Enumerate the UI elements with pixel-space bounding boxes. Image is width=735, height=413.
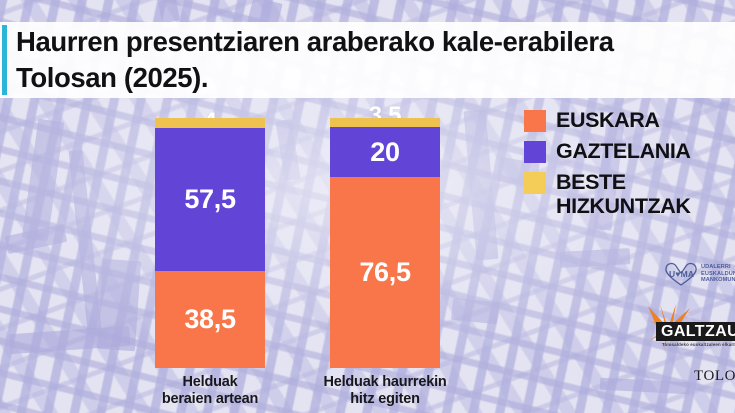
bar2-gaztelania-value: 20 xyxy=(370,136,400,167)
bar2-stack: 20 76,5 xyxy=(330,118,440,368)
legend-swatch-euskara-icon xyxy=(524,110,546,132)
legend-item-beste-hizkuntzak: BESTE HIZKUNTZAK xyxy=(524,170,734,218)
bar1-segment-euskara: 38,5 xyxy=(155,271,265,368)
chart-legend: EUSKARA GAZTELANIA BESTE HIZKUNTZAK xyxy=(524,108,734,225)
bar1-gaztelania-value: 57,5 xyxy=(184,184,236,214)
legend-item-gaztelania: GAZTELANIA xyxy=(524,139,734,163)
bar2-segment-beste xyxy=(330,118,440,127)
bar-group-helduak-haurrekin-hitz-egiten: 3,5 20 76,5 Helduak haurrekin hitz egite… xyxy=(323,104,446,408)
legend-item-euskara: EUSKARA xyxy=(524,108,734,132)
bar1-euskara-value: 38,5 xyxy=(184,304,236,334)
bar2-category-label: Helduak haurrekin hitz egiten xyxy=(323,374,447,407)
bar2-euskara-value: 76,5 xyxy=(359,257,411,287)
uema-heart-icon: U♥MA xyxy=(663,260,699,288)
legend-swatch-gaztelania-icon xyxy=(524,141,546,163)
bar-group-helduak-beraien-artean: 4 57,5 38,5 Helduak beraien artean xyxy=(155,110,265,407)
page-title: Haurren presentziaren araberako kale-era… xyxy=(16,24,735,96)
title-band xyxy=(0,22,735,98)
bar2-segment-euskara: 76,5 xyxy=(330,177,440,368)
uema-logo: U♥MA UDALERRI EUSKALDUNEN MANKOMUNITATEA xyxy=(663,258,735,290)
page-title-line1: Haurren presentziaren araberako kale-era… xyxy=(16,26,614,57)
bar2-segment-gaztelania: 20 xyxy=(330,127,440,177)
galtzaundi-subtitle: Tolosaldeko euskaltzaleen elkartea xyxy=(662,342,735,347)
uema-abbreviation: U♥MA xyxy=(669,269,695,279)
title-accent-bar xyxy=(2,25,7,95)
bar1-segment-beste xyxy=(155,118,265,128)
galtzaundi-logo: GALTZAUNDI Tolosaldeko euskaltzaleen elk… xyxy=(646,304,735,350)
legend-label-euskara: EUSKARA xyxy=(556,108,660,132)
page-title-line2: Tolosan (2025). xyxy=(16,62,209,93)
bar1-stack: 57,5 38,5 xyxy=(155,118,265,368)
legend-label-gaztelania: GAZTELANIA xyxy=(556,139,691,163)
bar1-segment-gaztelania: 57,5 xyxy=(155,128,265,271)
legend-label-beste-hizkuntzak: BESTE HIZKUNTZAK xyxy=(556,170,691,218)
galtzaundi-name: GALTZAUNDI xyxy=(661,322,735,340)
uema-heart-outline-icon xyxy=(665,262,697,286)
tolosako-udala-logo: TOLOSAKO UDALA xyxy=(694,368,735,384)
galtzaundi-name-bar: GALTZAUNDI xyxy=(656,322,735,341)
bar1-category-label: Helduak beraien artean xyxy=(161,374,259,407)
legend-swatch-beste-hizkuntzak-icon xyxy=(524,172,546,194)
uema-fullname: UDALERRI EUSKALDUNEN MANKOMUNITATEA xyxy=(701,264,735,284)
